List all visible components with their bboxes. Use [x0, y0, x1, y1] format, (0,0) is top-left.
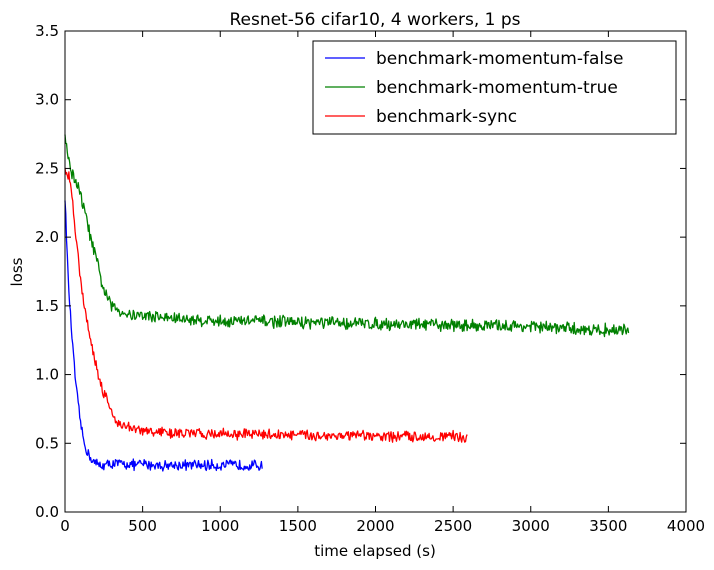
legend-box	[312, 40, 677, 135]
x-tick-label: 3000	[512, 517, 550, 535]
legend-label-benchmark-momentum-true: benchmark-momentum-true	[376, 78, 618, 98]
y-tick-label: 3.0	[35, 91, 59, 109]
x-tick-label: 4000	[667, 517, 705, 535]
legend-label-benchmark-momentum-false: benchmark-momentum-false	[376, 49, 623, 69]
y-tick-label: 2.5	[35, 159, 59, 177]
legend-label-benchmark-sync: benchmark-sync	[376, 107, 517, 127]
x-tick-label: 1500	[279, 517, 317, 535]
x-tick-label: 2000	[356, 517, 394, 535]
series-line-benchmark-momentum-true	[64, 134, 630, 338]
y-tick-label: 0.5	[35, 434, 59, 452]
y-tick-label: 1.0	[35, 366, 59, 384]
series-line-benchmark-momentum-false	[64, 200, 263, 472]
y-tick-label: 0.0	[35, 503, 59, 521]
legend: benchmark-momentum-false benchmark-moment…	[312, 40, 677, 135]
y-tick-label: 2.0	[35, 228, 59, 246]
series-layer	[64, 134, 630, 472]
x-tick-label: 500	[128, 517, 157, 535]
axes-layer: 0 500 1000 1500 2000 2500 3000 3500 4000 0.0 0.5 1.…	[35, 22, 705, 535]
y-tick-label: 1.5	[35, 297, 59, 315]
chart-title: Resnet-56 cifar10, 4 workers, 1 ps	[229, 10, 520, 30]
x-tick-label: 3500	[589, 517, 627, 535]
x-axis-label: time elapsed (s)	[314, 542, 436, 560]
series-line-benchmark-sync	[64, 167, 468, 443]
y-axis-label: loss	[8, 257, 26, 286]
x-tick-label: 0	[60, 517, 70, 535]
x-tick-label: 1000	[201, 517, 239, 535]
x-tick-label: 2500	[434, 517, 472, 535]
y-tick-label: 3.5	[35, 22, 59, 40]
